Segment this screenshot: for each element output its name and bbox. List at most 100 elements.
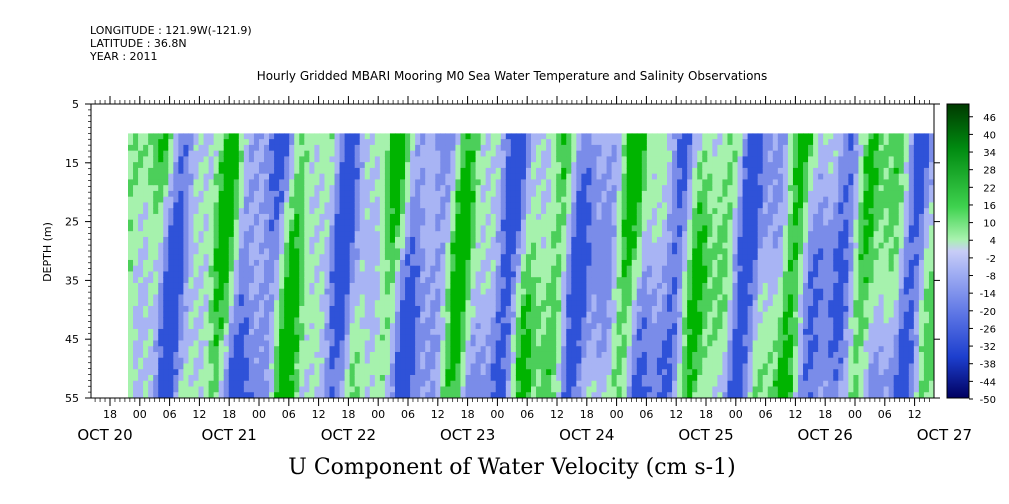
- heatmap-cell: [641, 254, 648, 261]
- heatmap-cell: [279, 265, 285, 273]
- heatmap-cell: [264, 328, 270, 336]
- heatmap-cell: [561, 156, 567, 163]
- heatmap-cell: [284, 374, 290, 382]
- heatmap-cell: [465, 202, 472, 209]
- heatmap-cell: [541, 150, 547, 158]
- heatmap-cell: [208, 369, 215, 376]
- heatmap-cell: [656, 305, 663, 313]
- heatmap-cell: [571, 346, 577, 353]
- heatmap-cell: [173, 346, 179, 353]
- heatmap-cell: [460, 294, 467, 301]
- heatmap-cell: [515, 242, 522, 250]
- heatmap-cell: [143, 185, 149, 192]
- heatmap-cell: [536, 363, 542, 370]
- heatmap-cell: [248, 374, 255, 382]
- heatmap-cell: [667, 311, 673, 319]
- heatmap-cell: [485, 392, 492, 398]
- heatmap-cell: [289, 133, 295, 140]
- heatmap-cell: [384, 346, 391, 353]
- heatmap-cell: [636, 386, 643, 393]
- heatmap-cell: [339, 219, 346, 227]
- heatmap-cell: [253, 357, 260, 365]
- heatmap-cell: [495, 259, 502, 267]
- heatmap-cell: [450, 236, 457, 244]
- heatmap-cell: [425, 386, 431, 393]
- heatmap-cell: [324, 334, 331, 342]
- heatmap-cell: [556, 179, 562, 186]
- heatmap-cell: [223, 300, 230, 307]
- heatmap-cell: [269, 242, 275, 250]
- heatmap-cell: [193, 369, 200, 376]
- heatmap-cell: [566, 265, 572, 273]
- heatmap-cell: [223, 173, 230, 181]
- heatmap-cell: [455, 282, 462, 290]
- heatmap-cell: [279, 139, 285, 146]
- heatmap-cell: [581, 351, 588, 359]
- heatmap-cell: [556, 294, 562, 301]
- heatmap-cell: [228, 386, 235, 393]
- heatmap-cell: [631, 173, 638, 181]
- heatmap-cell: [258, 386, 265, 393]
- heatmap-cell: [601, 259, 608, 267]
- heatmap-cell: [646, 271, 653, 278]
- heatmap-cell: [208, 380, 215, 388]
- heatmap-cell: [581, 139, 588, 146]
- heatmap-cell: [314, 213, 321, 221]
- heatmap-cell: [510, 150, 517, 158]
- heatmap-cell: [233, 185, 240, 192]
- heatmap-cell: [193, 311, 200, 319]
- heatmap-cell: [531, 167, 537, 175]
- heatmap-cell: [218, 190, 225, 198]
- heatmap-cell: [253, 323, 260, 330]
- heatmap-cell: [359, 328, 366, 336]
- heatmap-cell: [274, 369, 280, 376]
- heatmap-cell: [611, 173, 618, 181]
- heatmap-cell: [485, 231, 492, 238]
- heatmap-cell: [586, 167, 593, 175]
- heatmap-cell: [551, 190, 557, 198]
- heatmap-cell: [324, 225, 331, 232]
- heatmap-cell: [667, 300, 673, 307]
- heatmap-cell: [133, 271, 139, 278]
- heatmap-cell: [374, 328, 381, 336]
- heatmap-cell: [218, 133, 225, 140]
- heatmap-cell: [646, 380, 653, 388]
- heatmap-cell: [284, 265, 290, 273]
- heatmap-cell: [319, 196, 326, 204]
- heatmap-cell: [178, 202, 185, 209]
- heatmap-cell: [435, 340, 441, 347]
- heatmap-cell: [551, 317, 557, 324]
- heatmap-cell: [158, 369, 164, 376]
- heatmap-cell: [561, 351, 567, 359]
- heatmap-cell: [596, 311, 603, 319]
- heatmap-cell: [425, 196, 431, 204]
- heatmap-cell: [541, 282, 547, 290]
- heatmap-cell: [425, 369, 431, 376]
- heatmap-cell: [520, 351, 527, 359]
- heatmap-cell: [133, 156, 139, 163]
- heatmap-cell: [556, 213, 562, 221]
- heatmap-cell: [379, 236, 386, 244]
- heatmap-cell: [133, 288, 139, 296]
- heatmap-cell: [329, 317, 336, 324]
- heatmap-cell: [606, 311, 613, 319]
- heatmap-cell: [213, 374, 220, 382]
- heatmap-cell: [500, 231, 507, 238]
- heatmap-cell: [394, 305, 401, 313]
- heatmap-cell: [248, 282, 255, 290]
- heatmap-cell: [279, 363, 285, 370]
- heatmap-cell: [354, 374, 361, 382]
- heatmap-cell: [510, 213, 517, 221]
- heatmap-cell: [309, 328, 315, 336]
- heatmap-cell: [279, 357, 285, 365]
- heatmap-cell: [641, 374, 648, 382]
- heatmap-cell: [651, 328, 658, 336]
- heatmap-cell: [389, 248, 396, 255]
- heatmap-cell: [148, 259, 154, 267]
- heatmap-cell: [138, 242, 144, 250]
- heatmap-cell: [349, 311, 356, 319]
- heatmap-cell: [203, 150, 210, 158]
- heatmap-cell: [314, 139, 321, 146]
- heatmap-cell: [163, 380, 169, 388]
- heatmap-cell: [505, 271, 512, 278]
